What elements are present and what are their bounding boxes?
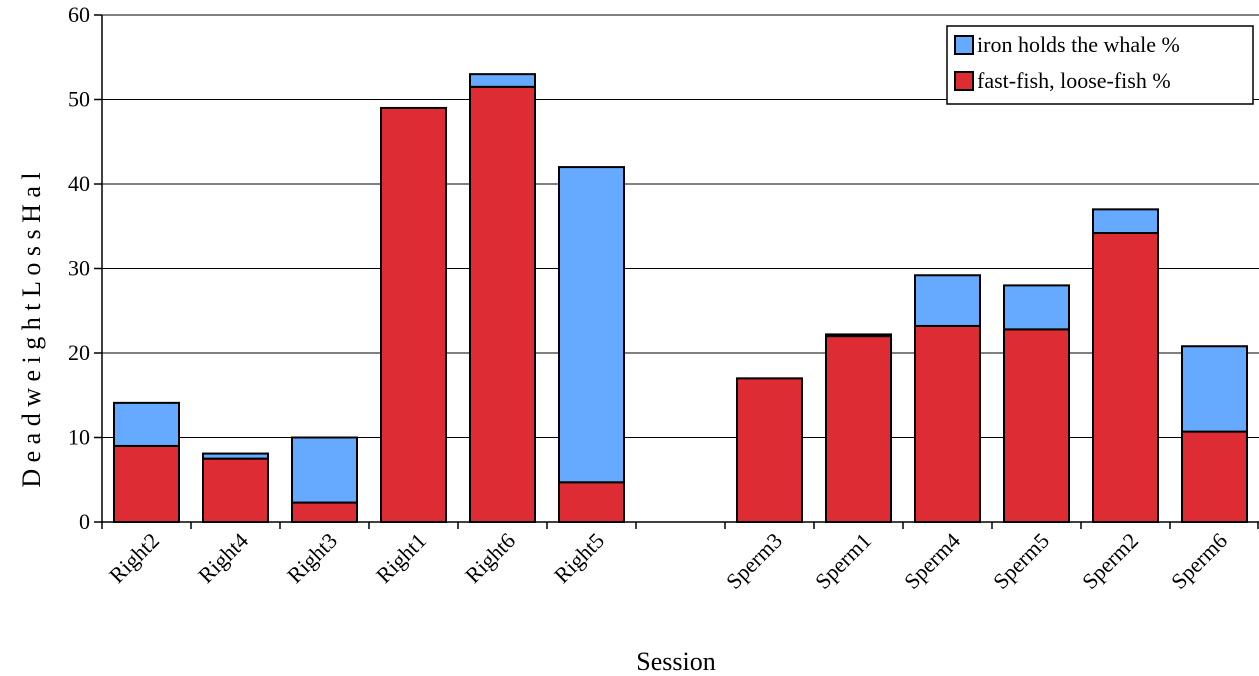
bar-fast-fish-loose-fish	[1181, 430, 1248, 523]
x-tick-label: Sperm5	[988, 528, 1054, 594]
bar-iron-holds-the-whale	[825, 333, 892, 338]
y-tick-label: 60	[68, 2, 90, 27]
bar-fast-fish-loose-fish	[202, 457, 269, 523]
y-tick-label: 0	[79, 509, 90, 534]
legend-label: iron holds the whale %	[977, 32, 1180, 57]
bar-fast-fish-loose-fish	[291, 501, 358, 524]
bar-fast-fish-loose-fish	[469, 85, 536, 523]
x-tick-label: Right1	[371, 528, 431, 588]
x-tick-label: Sperm3	[721, 528, 787, 594]
bar-iron-holds-the-whale	[202, 452, 269, 460]
x-axis-label: Session	[636, 647, 715, 676]
x-tick-label: Sperm1	[810, 528, 876, 594]
x-tick-label: Right3	[282, 528, 342, 588]
x-tick-label: Sperm6	[1166, 528, 1232, 594]
x-tick-label: Right4	[193, 528, 253, 588]
y-tick-label: 20	[68, 340, 90, 365]
bar-fast-fish-loose-fish	[113, 444, 180, 524]
bar-fast-fish-loose-fish	[380, 106, 447, 523]
x-tick-label: Right2	[104, 528, 164, 588]
bar-iron-holds-the-whale	[1003, 284, 1070, 331]
bars	[113, 73, 1248, 524]
bar-iron-holds-the-whale	[914, 274, 981, 327]
y-tick-label: 40	[68, 171, 90, 196]
bar-iron-holds-the-whale	[469, 73, 536, 88]
bar-fast-fish-loose-fish	[1092, 232, 1159, 523]
bar-iron-holds-the-whale	[1092, 208, 1159, 235]
bar-fast-fish-loose-fish	[558, 481, 625, 524]
x-tick-label: Sperm2	[1077, 528, 1143, 594]
legend-label: fast-fish, loose-fish %	[977, 68, 1171, 93]
bar-iron-holds-the-whale	[558, 166, 625, 484]
x-tick-label: Right5	[549, 528, 609, 588]
legend-box	[946, 25, 1254, 105]
y-tick-label: 30	[68, 256, 90, 281]
y-tick-label: 10	[68, 425, 90, 450]
bar-fast-fish-loose-fish	[914, 324, 981, 523]
y-axis-label: D e a d w e i g h t L o s s H a l	[17, 172, 46, 487]
x-tick-label: Sperm4	[899, 528, 965, 594]
bar-iron-holds-the-whale	[1181, 345, 1248, 433]
bar-fast-fish-loose-fish	[825, 335, 892, 523]
legend: iron holds the whale % fast-fish, loose-f…	[946, 25, 1254, 105]
bar-fast-fish-loose-fish	[1003, 328, 1070, 523]
bar-fast-fish-loose-fish	[736, 377, 803, 523]
y-tick-label: 50	[68, 87, 90, 112]
bar-iron-holds-the-whale	[291, 436, 358, 504]
y-tick-labels: 0 10 20 30 40 50 60	[68, 2, 102, 534]
legend-swatch	[954, 71, 974, 91]
bar-iron-holds-the-whale	[113, 401, 180, 447]
x-tick-labels: Right2 Right4 Right3 Right1 Right6 Right5 Sper…	[101, 522, 1259, 594]
legend-swatch	[954, 35, 974, 55]
x-tick-label: Right6	[460, 528, 520, 588]
